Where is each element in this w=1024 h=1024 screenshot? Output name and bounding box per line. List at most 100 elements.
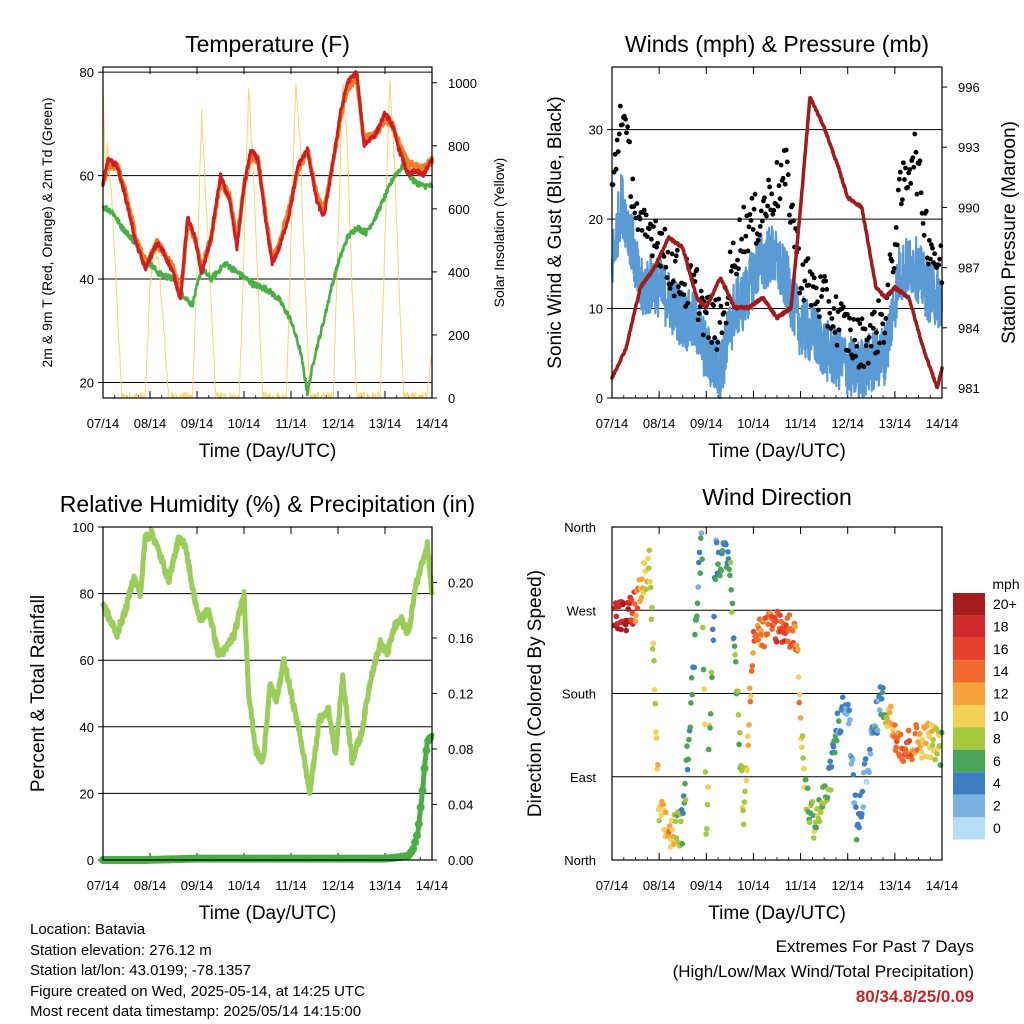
x-tick-label: 09/14: [690, 878, 723, 893]
direction-point: [876, 707, 883, 713]
rainfall-point: [409, 844, 418, 853]
x-tick-label: 10/14: [737, 878, 770, 893]
gust-point: [760, 218, 765, 224]
y-right-tick-label: 0: [448, 391, 455, 406]
x-tick-label: 11/14: [275, 878, 307, 893]
gust-point: [822, 274, 827, 279]
gust-point: [923, 208, 929, 214]
direction-point: [698, 535, 704, 541]
gust-point: [646, 226, 652, 232]
gust-point: [620, 122, 625, 128]
panel-1: Temperature (F) 07/14 08/14 09/14 10/14 11/14…: [39, 31, 507, 462]
rainfall-point: [414, 819, 423, 828]
x-tick-label: 14/14: [926, 416, 959, 431]
direction-point: [879, 689, 886, 696]
direction-point: [773, 618, 779, 624]
x-tick-label: 12/14: [322, 878, 355, 893]
gust-point: [776, 183, 782, 189]
direction-point: [806, 819, 813, 826]
direction-point: [929, 742, 936, 748]
x-tick-label: 13/14: [369, 878, 402, 893]
direction-point: [738, 762, 744, 769]
y-tick-label: 60: [80, 169, 94, 184]
gust-point: [900, 197, 905, 203]
gust-point: [774, 160, 780, 165]
colorbar-swatch: [953, 727, 985, 750]
gust-point: [921, 232, 927, 238]
x-tick-label: 11/14: [785, 416, 817, 431]
series-total-rainfall: [99, 732, 435, 864]
colorbar-swatch: [953, 705, 985, 728]
y-axis-label: Direction (Colored By Speed): [525, 570, 546, 817]
gust-point: [719, 330, 725, 336]
gust-point: [637, 216, 643, 222]
gust-point: [917, 158, 923, 164]
direction-point: [853, 804, 859, 810]
direction-point: [699, 556, 705, 562]
x-tick-label: 08/14: [134, 416, 167, 431]
gust-point: [769, 191, 775, 197]
x-tick-label: 08/14: [134, 878, 167, 893]
direction-point: [852, 792, 859, 798]
gust-point: [667, 286, 673, 291]
gust-point: [669, 251, 675, 257]
gust-point: [631, 204, 637, 209]
gust-point: [743, 233, 749, 239]
series-sonic-wind: [610, 174, 943, 400]
direction-point: [934, 751, 940, 757]
x-tick-label: 07/14: [596, 416, 629, 431]
direction-point: [735, 688, 741, 694]
panel-title: Winds (mph) & Pressure (mb): [625, 31, 929, 57]
gust-point: [737, 217, 742, 223]
gust-point: [806, 282, 812, 288]
direction-point: [715, 561, 721, 567]
gust-point: [613, 166, 619, 172]
y-right-tick-label: 993: [958, 140, 980, 155]
direction-point: [737, 729, 743, 736]
gust-point: [650, 253, 655, 259]
gust-point: [813, 285, 819, 291]
y-tick-label: North: [564, 520, 596, 535]
direction-point: [890, 727, 896, 733]
direction-point: [863, 756, 869, 762]
x-tick-label: 13/14: [369, 416, 402, 431]
gust-point: [925, 261, 931, 267]
direction-point: [698, 530, 705, 536]
gust-point: [879, 312, 885, 317]
station-location: Location: Batavia: [30, 921, 146, 938]
gust-point: [694, 267, 700, 272]
gust-point: [716, 296, 722, 302]
direction-point: [913, 724, 920, 731]
x-tick-label: 10/14: [228, 416, 261, 431]
gust-point: [736, 266, 741, 272]
gust-point: [691, 272, 697, 278]
direction-point: [708, 669, 715, 676]
direction-point: [888, 703, 894, 710]
gust-point: [623, 116, 628, 122]
direction-point: [691, 664, 697, 671]
gust-point: [658, 264, 664, 269]
y-right-tick-label: 600: [448, 202, 470, 217]
gust-point: [755, 237, 761, 243]
y-right-tick-label: 990: [958, 200, 980, 215]
direction-point: [816, 818, 823, 825]
gust-point: [883, 316, 889, 321]
gust-point: [820, 287, 825, 293]
direction-point: [647, 578, 653, 585]
direction-point: [884, 714, 890, 721]
gust-point: [630, 176, 636, 182]
direction-point: [695, 584, 701, 590]
gust-point: [778, 162, 784, 168]
direction-point: [651, 657, 657, 664]
direction-point: [936, 743, 943, 749]
direction-point: [754, 632, 760, 638]
direction-point: [686, 736, 692, 743]
direction-point: [736, 741, 742, 748]
direction-point: [837, 728, 844, 735]
gust-point: [676, 284, 681, 290]
x-tick-label: 14/14: [416, 878, 449, 893]
panel-2: Winds (mph) & Pressure (mb) 07/14 08/14 09/…: [545, 31, 1020, 462]
direction-point: [804, 785, 811, 791]
gust-point: [927, 238, 932, 243]
